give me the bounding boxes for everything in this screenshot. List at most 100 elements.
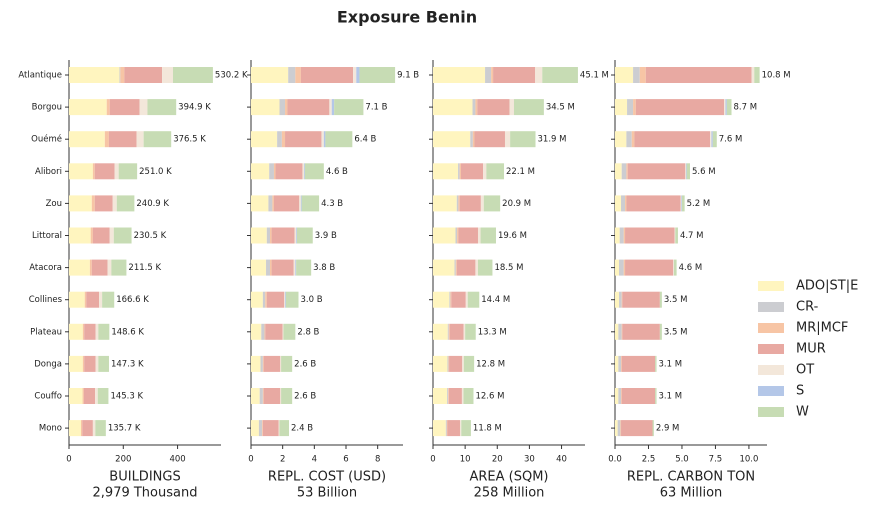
bar-segment bbox=[82, 323, 85, 340]
bar-segment bbox=[615, 420, 618, 437]
bar-segment bbox=[447, 388, 449, 404]
x-tick-label: 6 bbox=[343, 455, 348, 465]
legend-label: W bbox=[796, 405, 809, 420]
y-tick-label: Donga bbox=[34, 359, 62, 369]
bar-segment bbox=[504, 131, 511, 148]
bar-segment bbox=[124, 67, 163, 83]
bar-segment bbox=[172, 67, 213, 83]
bar-segment bbox=[273, 195, 300, 212]
bar-segment bbox=[109, 227, 114, 244]
y-tick-label: Couffo bbox=[34, 392, 62, 402]
bar-segment bbox=[433, 227, 456, 244]
bar-segment bbox=[251, 99, 280, 116]
bar-segment bbox=[634, 131, 711, 148]
bar-segment bbox=[334, 99, 364, 116]
total-label: 13.3 M bbox=[478, 327, 507, 337]
bar-segment bbox=[477, 259, 493, 276]
bar-segment bbox=[461, 388, 464, 404]
bar-segment bbox=[271, 259, 294, 276]
bar-segment bbox=[625, 259, 674, 276]
bar-segment bbox=[162, 67, 173, 83]
bar-segment bbox=[251, 131, 278, 148]
bar-segment bbox=[259, 388, 263, 404]
total-label: 376.5 K bbox=[173, 135, 206, 145]
total-label: 3.8 B bbox=[313, 263, 335, 273]
bar-segment bbox=[433, 195, 457, 212]
bar-segment bbox=[321, 131, 324, 148]
bar-segment bbox=[82, 388, 84, 404]
total-label: 8.7 M bbox=[734, 103, 758, 113]
total-label: 230.5 K bbox=[134, 231, 167, 241]
bar-segment bbox=[475, 99, 478, 116]
bar-segment bbox=[106, 99, 110, 116]
bar-segment bbox=[95, 388, 98, 404]
bar-segment bbox=[285, 131, 322, 148]
bar-segment bbox=[725, 99, 727, 116]
x-tick-label: 0 bbox=[430, 455, 435, 465]
bar-segment bbox=[98, 355, 109, 372]
bar-segment bbox=[83, 388, 96, 404]
bar-segment bbox=[84, 291, 87, 308]
bar-segment bbox=[685, 163, 687, 180]
bar-segment bbox=[285, 291, 299, 308]
bar-segment bbox=[269, 163, 274, 180]
legend-swatch bbox=[758, 281, 784, 291]
bar-segment bbox=[260, 355, 263, 372]
bar-segment bbox=[112, 195, 117, 212]
bar-segment bbox=[270, 227, 272, 244]
bar-segment bbox=[615, 227, 620, 244]
bar-segment bbox=[258, 420, 263, 437]
bar-segment bbox=[680, 195, 682, 212]
bar-segment bbox=[359, 67, 396, 83]
total-label: 145.3 K bbox=[110, 392, 143, 402]
bar-segment bbox=[262, 420, 263, 437]
total-label: 4.7 M bbox=[680, 231, 704, 241]
bar-segment bbox=[69, 259, 90, 276]
bar-segment bbox=[293, 259, 296, 276]
bar-segment bbox=[84, 323, 96, 340]
bar-segment bbox=[433, 259, 455, 276]
bar-segment bbox=[92, 420, 96, 437]
total-label: 9.1 B bbox=[397, 71, 419, 81]
x-axis-label: REPL. CARBON TON bbox=[627, 470, 755, 485]
bar-segment bbox=[449, 291, 451, 308]
bar-segment bbox=[448, 388, 449, 404]
bar-segment bbox=[510, 131, 536, 148]
bar-segment bbox=[493, 67, 536, 83]
bar-segment bbox=[621, 163, 627, 180]
x-axis-summary: 53 Billion bbox=[297, 486, 357, 501]
bar-segment bbox=[450, 291, 452, 308]
bar-segment bbox=[615, 99, 628, 116]
legend-label: CR- bbox=[796, 300, 819, 315]
bar-segment bbox=[262, 420, 279, 437]
x-axis-label: REPL. COST (USD) bbox=[268, 470, 386, 485]
legend-label: S bbox=[796, 384, 804, 399]
bar-segment bbox=[458, 163, 460, 180]
total-label: 34.5 M bbox=[546, 103, 575, 113]
bar-segment bbox=[477, 227, 481, 244]
total-label: 2.9 M bbox=[656, 424, 680, 434]
bar-segment bbox=[615, 291, 620, 308]
bar-segment bbox=[251, 355, 261, 372]
total-label: 3.0 B bbox=[301, 295, 323, 305]
bar-segment bbox=[272, 195, 274, 212]
y-tick-label: Atacora bbox=[29, 263, 62, 273]
bar-segment bbox=[655, 388, 657, 404]
bar-segment bbox=[639, 67, 646, 83]
bar-segment bbox=[69, 420, 81, 437]
x-tick-label: 0 bbox=[66, 455, 71, 465]
bar-segment bbox=[356, 67, 360, 83]
bar-segment bbox=[304, 163, 324, 180]
legend-swatch bbox=[758, 365, 784, 375]
total-label: 2.8 B bbox=[297, 327, 319, 337]
total-label: 3.1 M bbox=[659, 392, 683, 402]
y-tick-label: Ouémé bbox=[31, 134, 62, 145]
bar-segment bbox=[509, 99, 514, 116]
total-label: 147.3 K bbox=[111, 359, 144, 369]
bar-segment bbox=[483, 163, 487, 180]
bar-segment bbox=[277, 131, 282, 148]
bar-segment bbox=[474, 131, 505, 148]
bar-segment bbox=[262, 291, 266, 308]
bar-segment bbox=[625, 227, 675, 244]
bar-segment bbox=[301, 195, 320, 212]
